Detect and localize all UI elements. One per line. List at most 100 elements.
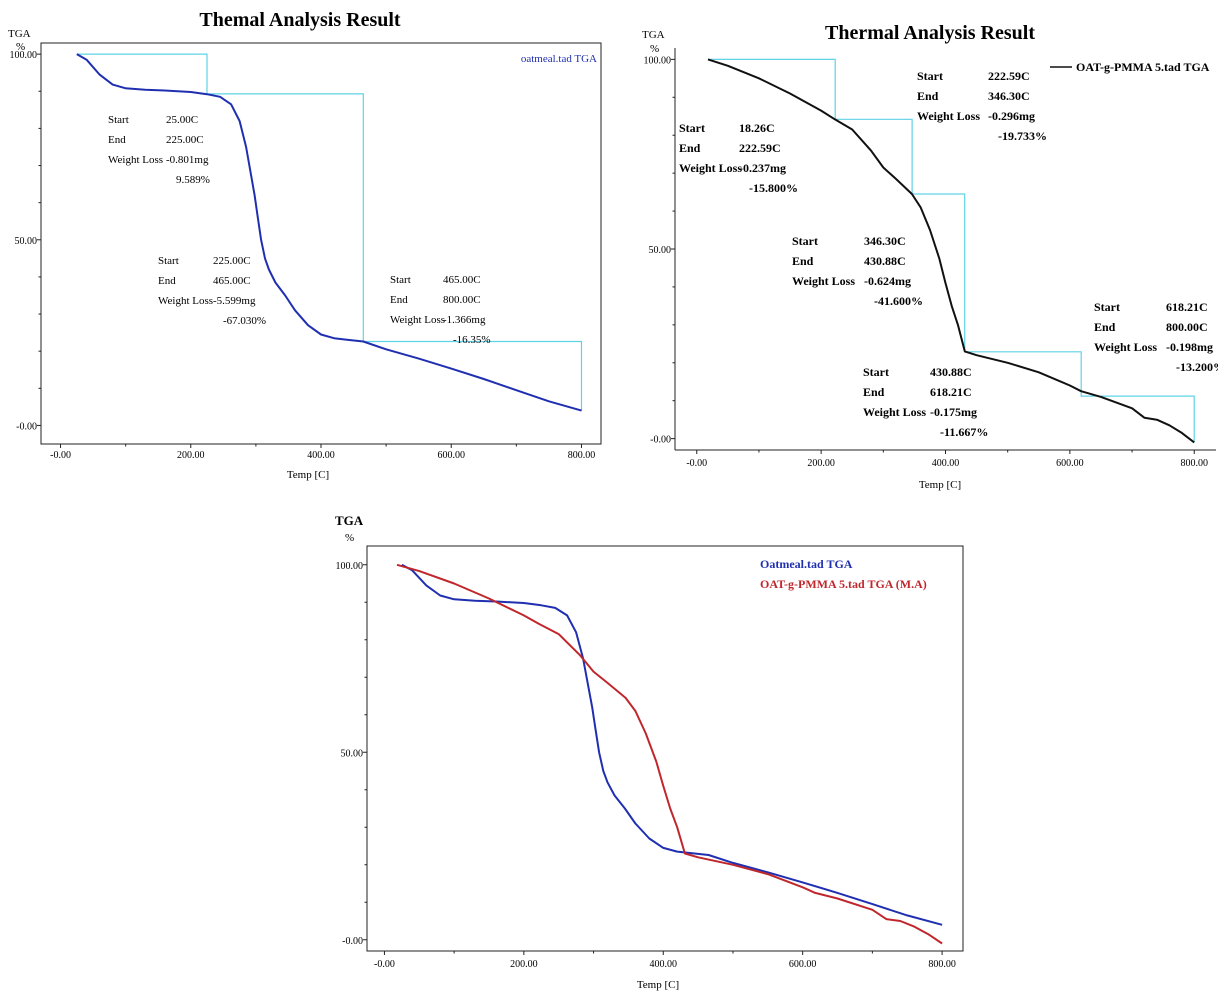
y-tick-label: 50.00 [341, 748, 364, 759]
y-axis-unit: % [16, 41, 25, 53]
y-axis-label: TGA [335, 513, 364, 528]
y-axis-label: TGA [8, 28, 31, 40]
annotation-value: -11.667% [940, 425, 988, 439]
annotation-value: 225.00C [213, 255, 251, 267]
x-tick-label: -0.00 [686, 458, 707, 469]
y-axis-unit: % [650, 43, 659, 55]
annotation-value: 465.00C [213, 275, 251, 287]
annotation-label: End [792, 254, 814, 268]
annotation-value: -0.624mg [864, 274, 911, 288]
annotation-value: -41.600% [874, 294, 923, 308]
legend-entry: Oatmeal.tad TGA [760, 557, 853, 571]
x-axis-label: Temp [C] [637, 979, 679, 991]
x-tick-label: 800.00 [568, 450, 596, 461]
plot-frame [40, 42, 602, 445]
x-tick-label: 200.00 [807, 458, 835, 469]
annotation-value: 222.59C [988, 69, 1030, 83]
annotation-value: 430.88C [930, 365, 972, 379]
annotation-label: Weight Loss [917, 109, 980, 123]
annotation-label: End [1094, 320, 1116, 334]
x-tick-label: 200.00 [510, 959, 538, 970]
annotation-label: End [108, 134, 126, 146]
series-line [707, 58, 1195, 444]
annotation-value: 800.00C [1166, 320, 1208, 334]
annotation-value: 225.00C [166, 134, 204, 146]
y-tick-label: 100.00 [644, 55, 672, 66]
y-tick-label: 50.00 [15, 236, 38, 247]
chart-title: Thermal Analysis Result [825, 22, 1035, 44]
annotation-label: Start [679, 121, 705, 135]
annotation-value: 618.21C [1166, 300, 1208, 314]
annotation-label: Start [1094, 300, 1120, 314]
y-tick-label: 50.00 [649, 245, 672, 256]
chart-panel-oatmeal: Themal Analysis Result TGA % Temp [C] -0… [0, 0, 610, 495]
y-tick-label: 100.00 [10, 50, 38, 61]
x-tick-label: -0.00 [374, 959, 395, 970]
legend-entry: oatmeal.tad TGA [521, 53, 597, 65]
series-line [401, 563, 943, 926]
x-tick-label: 800.00 [928, 959, 956, 970]
annotation-label: Start [863, 365, 889, 379]
chart-panel-combined: TGA % Temp [C] -0.00 200.00 400.00 600.00 80… [320, 508, 965, 993]
annotation-value: -0.175mg [930, 405, 977, 419]
annotation-value: -0.801mg [166, 154, 209, 166]
step-annotation: Start 618.21C End 800.00C Weight Loss -0.198m… [1094, 300, 1218, 374]
annotation-label: Weight Loss [1094, 340, 1157, 354]
annotation-value: -0.237mg [739, 161, 786, 175]
chart-combined-svg: TGA % Temp [C] -0.00 200.00 400.00 600.00 80… [335, 513, 964, 991]
annotation-label: End [863, 385, 885, 399]
y-tick-label: -0.00 [650, 435, 671, 446]
annotation-label: Start [917, 69, 943, 83]
step-annotation: Start 222.59C End 346.30C Weight Loss -0.296m… [917, 69, 1047, 143]
legend-entry: OAT-g-PMMA 5.tad TGA [1076, 60, 1210, 74]
annotation-value: 430.88C [864, 254, 906, 268]
annotation-value: 346.30C [988, 89, 1030, 103]
annotation-value: 222.59C [739, 141, 781, 155]
series-line [396, 563, 943, 945]
annotation-label: Start [108, 114, 129, 126]
annotation-label: Start [792, 234, 818, 248]
x-tick-label: 400.00 [932, 458, 960, 469]
annotation-value: 465.00C [443, 274, 481, 286]
annotation-value: -16.35% [453, 334, 491, 346]
annotation-label: End [158, 275, 176, 287]
annotation-value: 800.00C [443, 294, 481, 306]
annotation-label: End [390, 294, 408, 306]
step-annotation: Start 430.88C End 618.21C Weight Loss -0.175m… [863, 365, 988, 439]
legend-entry: OAT-g-PMMA 5.tad TGA (M.A) [760, 577, 927, 591]
x-axis-label: Temp [C] [919, 479, 961, 491]
annotation-label: Start [390, 274, 411, 286]
y-tick-label: -0.00 [342, 936, 363, 947]
x-tick-label: 800.00 [1180, 458, 1208, 469]
annotation-value: 25.00C [166, 114, 198, 126]
chart-title: Themal Analysis Result [199, 9, 400, 31]
annotation-value: -5.599mg [213, 295, 256, 307]
annotation-value: -19.733% [998, 129, 1047, 143]
series-line [76, 53, 582, 412]
x-tick-label: 200.00 [177, 450, 205, 461]
annotation-label: Weight Loss [863, 405, 926, 419]
annotation-label: Weight Loss [108, 154, 163, 166]
x-axis-label: Temp [C] [287, 469, 329, 481]
annotation-label: End [679, 141, 701, 155]
annotation-label: Start [158, 255, 179, 267]
annotation-value: -1.366mg [443, 314, 486, 326]
chart-panel-oat-g-pmma: Thermal Analysis Result TGA % Temp [C] -… [612, 0, 1218, 500]
annotation-value: -0.198mg [1166, 340, 1213, 354]
annotation-value: 18.26C [739, 121, 775, 135]
annotation-label: Weight Loss [679, 161, 742, 175]
annotation-value: -15.800% [749, 181, 798, 195]
annotation-label: Weight Loss [792, 274, 855, 288]
plot-frame [366, 545, 964, 952]
step-baseline [708, 58, 1195, 443]
annotation-value: 346.30C [864, 234, 906, 248]
y-axis-unit: % [345, 532, 354, 544]
x-tick-label: 400.00 [307, 450, 335, 461]
annotation-label: Weight Loss [390, 314, 445, 326]
annotation-value: 618.21C [930, 385, 972, 399]
annotation-label: Weight Loss [158, 295, 213, 307]
step-annotation: Start 465.00C End 800.00C Weight Loss-1.366m… [390, 274, 491, 346]
chart-oat-g-pmma-svg: Thermal Analysis Result TGA % Temp [C] -… [642, 22, 1218, 491]
